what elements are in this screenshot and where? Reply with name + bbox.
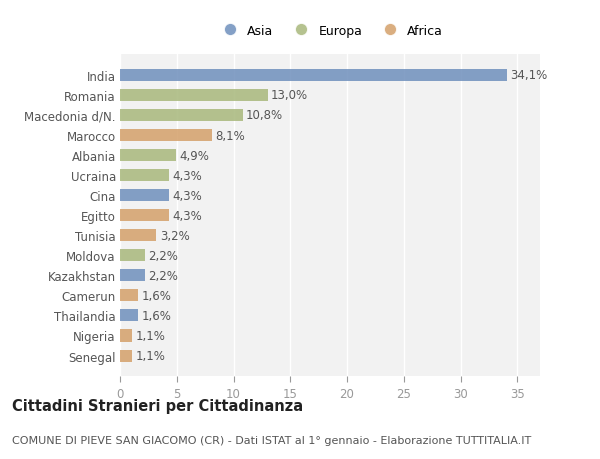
Text: 1,1%: 1,1% [136,349,166,362]
Bar [120,210,169,222]
Text: 4,3%: 4,3% [172,189,202,202]
Text: 2,2%: 2,2% [148,249,178,262]
Text: 34,1%: 34,1% [511,69,548,82]
Bar [120,310,138,322]
Text: 4,3%: 4,3% [172,169,202,182]
Bar [120,250,145,262]
Text: 10,8%: 10,8% [246,109,283,122]
Text: 3,2%: 3,2% [160,229,190,242]
Text: 1,1%: 1,1% [136,329,166,342]
Bar [120,230,157,242]
Text: 13,0%: 13,0% [271,89,308,102]
Text: 8,1%: 8,1% [215,129,245,142]
Bar [120,270,145,282]
Bar [120,90,268,102]
Bar [120,350,133,362]
Bar [120,150,176,162]
Text: 4,3%: 4,3% [172,209,202,222]
Bar [120,170,169,182]
Text: 1,6%: 1,6% [142,289,172,302]
Bar [120,290,138,302]
Bar [120,70,507,82]
Text: COMUNE DI PIEVE SAN GIACOMO (CR) - Dati ISTAT al 1° gennaio - Elaborazione TUTTI: COMUNE DI PIEVE SAN GIACOMO (CR) - Dati … [12,435,531,445]
Text: Cittadini Stranieri per Cittadinanza: Cittadini Stranieri per Cittadinanza [12,398,303,413]
Legend: Asia, Europa, Africa: Asia, Europa, Africa [212,20,448,43]
Bar [120,110,242,122]
Bar [120,190,169,202]
Bar [120,130,212,142]
Text: 1,6%: 1,6% [142,309,172,322]
Bar [120,330,133,342]
Text: 2,2%: 2,2% [148,269,178,282]
Text: 4,9%: 4,9% [179,149,209,162]
